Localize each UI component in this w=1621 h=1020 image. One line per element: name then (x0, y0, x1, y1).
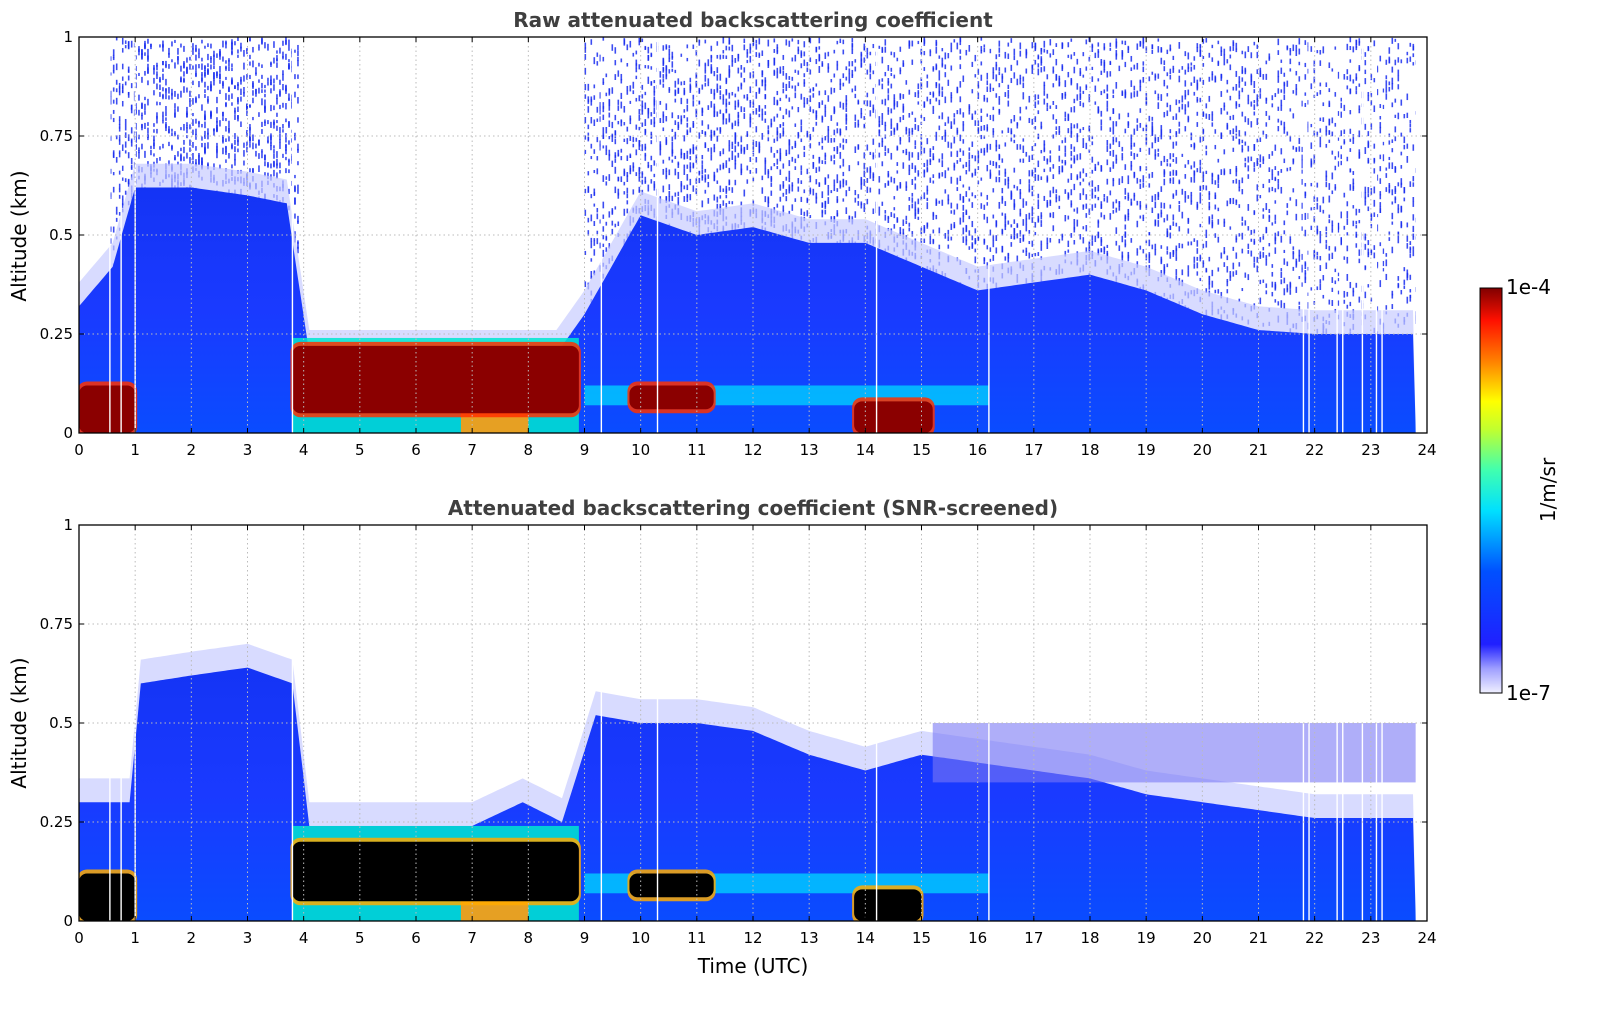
colorbar-max-label: 1e-4 (1506, 275, 1551, 299)
x-tick-label: 8 (524, 929, 534, 947)
x-tick-label: 1 (130, 441, 140, 459)
x-tick-label: 2 (187, 441, 197, 459)
x-tick-label: 12 (743, 929, 762, 947)
y-tick-label: 0 (63, 424, 73, 442)
x-tick-label: 9 (580, 929, 590, 947)
chart-raw: Raw attenuated backscattering coefficien… (7, 8, 1437, 459)
x-tick-label: 6 (411, 441, 421, 459)
y-tick-label: 0 (63, 912, 73, 930)
x-tick-label: 9 (580, 441, 590, 459)
colorbar-min-label: 1e-7 (1506, 681, 1551, 705)
x-tick-label: 0 (74, 441, 84, 459)
y-tick-label: 0.75 (40, 615, 73, 633)
x-tick-label: 20 (1193, 929, 1212, 947)
gridlines (79, 37, 1427, 433)
y-tick-label: 0.25 (40, 813, 73, 831)
x-tick-label: 4 (299, 441, 309, 459)
y-tick-label: 0.5 (49, 714, 73, 732)
x-tick-label: 11 (687, 929, 706, 947)
x-tick-label: 23 (1361, 441, 1380, 459)
x-tick-label: 19 (1137, 441, 1156, 459)
x-tick-label: 13 (800, 441, 819, 459)
x-tick-label: 24 (1417, 441, 1436, 459)
colorbar-unit-label: 1/m/sr (1536, 457, 1560, 522)
x-tick-label: 15 (912, 441, 931, 459)
x-tick-label: 22 (1305, 929, 1324, 947)
x-tick-label: 24 (1417, 929, 1436, 947)
chart-screened-plot-area (79, 525, 1427, 921)
chart-raw-ylabel: Altitude (km) (7, 170, 31, 301)
x-tick-label: 23 (1361, 929, 1380, 947)
x-tick-label: 17 (1024, 441, 1043, 459)
x-tick-label: 22 (1305, 441, 1324, 459)
chart-screened-axes: 0 1 2 3 4 5 6 7 8 9 10 11 12 13 14 15 16 17 18 19 20 21 22 23 24… (40, 516, 1437, 947)
y-tick-label: 1 (63, 28, 73, 46)
x-tick-label: 7 (467, 441, 477, 459)
x-tick-label: 21 (1249, 441, 1268, 459)
colorbar-gradient (1479, 287, 1503, 694)
y-tick-label: 0.5 (49, 226, 73, 244)
x-tick-label: 0 (74, 929, 84, 947)
chart-raw-title: Raw attenuated backscattering coefficien… (513, 8, 993, 32)
x-tick-label: 4 (299, 929, 309, 947)
x-tick-label: 21 (1249, 929, 1268, 947)
x-tick-label: 17 (1024, 929, 1043, 947)
x-tick-label: 7 (467, 929, 477, 947)
chart-screened-ylabel: Altitude (km) (7, 657, 31, 788)
x-tick-label: 16 (968, 441, 987, 459)
chart-screened-title: Attenuated backscattering coefficient (S… (448, 496, 1058, 520)
x-tick-label: 13 (800, 929, 819, 947)
colorbar: 1e-4 1e-7 1/m/sr (1479, 275, 1560, 705)
y-tick-label: 0.75 (40, 127, 73, 145)
x-tick-label: 1 (130, 929, 140, 947)
chart-screened-xlabel: Time (UTC) (697, 954, 809, 978)
gridlines (79, 525, 1427, 921)
x-tick-label: 12 (743, 441, 762, 459)
chart-screened: Attenuated backscattering coefficient (S… (7, 496, 1437, 978)
x-tick-label: 10 (631, 929, 650, 947)
x-tick-label: 3 (243, 441, 253, 459)
chart-raw-plot-area (79, 37, 1427, 433)
x-tick-label: 15 (912, 929, 931, 947)
y-tick-label: 0.25 (40, 325, 73, 343)
x-tick-label: 14 (856, 929, 875, 947)
x-tick-label: 11 (687, 441, 706, 459)
x-tick-label: 8 (524, 441, 534, 459)
x-tick-label: 3 (243, 929, 253, 947)
x-tick-label: 5 (355, 929, 365, 947)
x-tick-label: 20 (1193, 441, 1212, 459)
strong-scatter-layers (79, 837, 924, 921)
x-tick-label: 10 (631, 441, 650, 459)
x-tick-label: 6 (411, 929, 421, 947)
x-tick-label: 18 (1080, 929, 1099, 947)
x-tick-label: 16 (968, 929, 987, 947)
x-tick-label: 5 (355, 441, 365, 459)
x-tick-label: 18 (1080, 441, 1099, 459)
thin-aerosol-band (932, 723, 1416, 783)
y-tick-label: 1 (63, 516, 73, 534)
x-tick-label: 14 (856, 441, 875, 459)
x-tick-label: 19 (1137, 929, 1156, 947)
x-tick-label: 2 (187, 929, 197, 947)
chart-raw-axes: 0 1 2 3 4 5 6 7 8 9 10 11 12 13 14 15 16 17 18 19 20 21 22 23 24… (40, 28, 1437, 459)
